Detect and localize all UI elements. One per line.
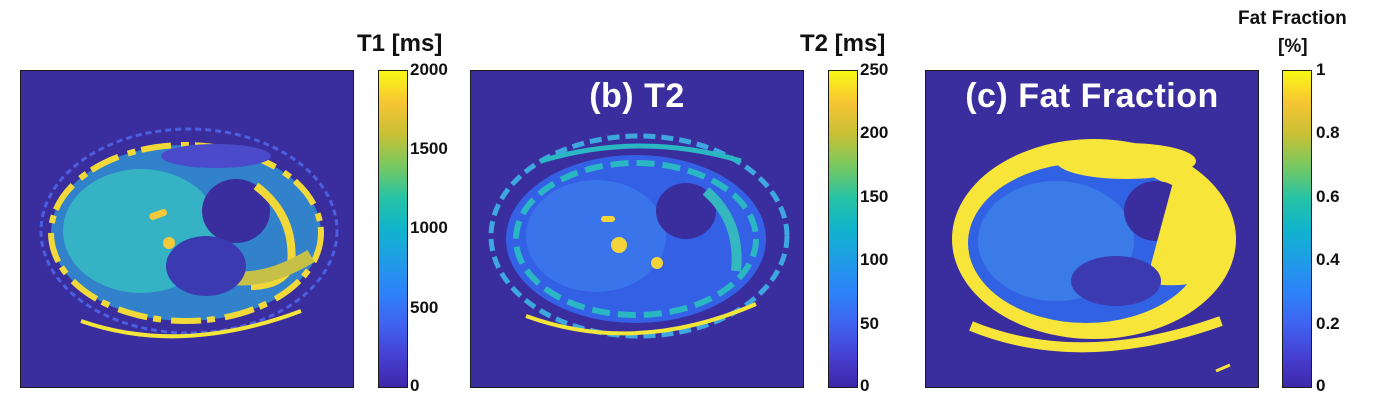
t2-map-image [488, 133, 790, 339]
t1-map-panel [20, 70, 354, 388]
t1-tick: 1500 [410, 139, 448, 158]
ff-tick: 0.6 [1316, 187, 1340, 206]
ff-tick: 0.4 [1316, 250, 1340, 269]
t1-colorbar [378, 70, 408, 388]
ff-colorbar-title-line1: Fat Fraction [1238, 8, 1347, 29]
t1-map-image [39, 127, 339, 339]
t1-tick: 1000 [410, 218, 448, 237]
ff-tick: 1 [1316, 60, 1326, 79]
t2-colorbar [828, 70, 858, 388]
t2-map-panel: (b) T2 [470, 70, 804, 388]
ff-map-image [952, 139, 1236, 373]
t2-tick: 250 [860, 60, 889, 79]
ff-map-panel: (c) Fat Fraction [925, 70, 1259, 388]
t1-tick: 2000 [410, 60, 448, 79]
ff-tick: 0.2 [1316, 314, 1340, 333]
t2-tick: 100 [860, 250, 889, 269]
t2-colorbar-title: T2 [ms] [800, 30, 886, 57]
ff-tick: 0.8 [1316, 123, 1340, 142]
t2-tick: 0 [860, 376, 870, 395]
t1-tick: 500 [410, 298, 439, 317]
ff-colorbar [1282, 70, 1312, 388]
t2-panel-label: (b) T2 [589, 77, 685, 115]
t1-colorbar-title: T1 [ms] [357, 30, 443, 57]
ff-panel-label: (c) Fat Fraction [965, 77, 1219, 115]
t2-tick: 50 [860, 314, 879, 333]
t2-tick: 150 [860, 187, 889, 206]
t1-colorbar-ticks: 2000 1500 1000 500 0 [410, 60, 470, 395]
t1-tick: 0 [410, 376, 420, 395]
ff-colorbar-title-line2: [%] [1278, 36, 1308, 57]
ff-colorbar-ticks: 1 0.8 0.6 0.4 0.2 0 [1316, 60, 1375, 395]
t2-colorbar-ticks: 250 200 150 100 50 0 [860, 60, 920, 395]
t2-tick: 200 [860, 123, 889, 142]
ff-tick: 0 [1316, 376, 1326, 395]
